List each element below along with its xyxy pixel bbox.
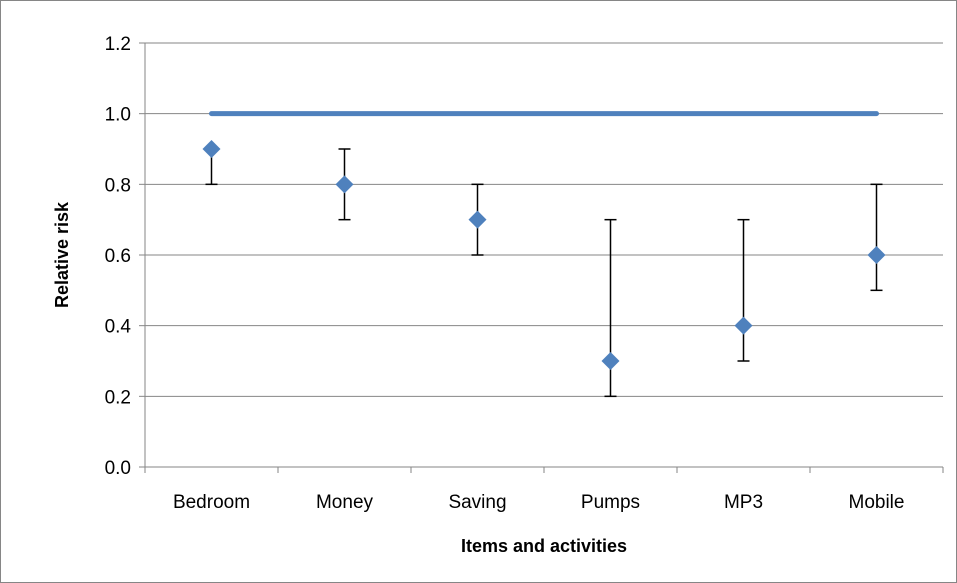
x-axis-title: Items and activities <box>461 536 627 556</box>
y-tick-label: 0.8 <box>105 175 131 196</box>
x-tick-labels: Bedroom Money Saving Pumps MP3 Mobile <box>173 492 905 513</box>
y-tick-label: 0.4 <box>105 317 132 338</box>
data-point <box>468 210 487 229</box>
y-tick-label: 0.2 <box>105 387 131 408</box>
x-tick-label: Pumps <box>581 492 640 513</box>
x-tick-label: MP3 <box>724 492 763 513</box>
error-bars <box>205 148 883 398</box>
x-tick-label: Saving <box>448 492 506 513</box>
data-point <box>202 140 221 158</box>
y-tick-labels: 0.0 0.2 0.4 0.6 0.8 1.0 1.2 <box>105 34 132 479</box>
y-tick-label: 1.0 <box>105 105 131 126</box>
y-tick-label: 1.2 <box>105 34 131 55</box>
data-points <box>202 140 886 370</box>
y-tick-label: 0.0 <box>105 458 131 479</box>
grid-lines <box>145 42 943 397</box>
axes <box>139 42 944 473</box>
y-tick-label: 0.6 <box>105 246 131 267</box>
data-point <box>601 352 620 370</box>
y-axis-title: Relative risk <box>52 201 72 308</box>
data-point <box>335 175 354 194</box>
x-tick-label: Bedroom <box>173 492 250 513</box>
data-point <box>734 316 753 335</box>
x-tick-label: Mobile <box>849 492 905 513</box>
data-point <box>867 246 886 264</box>
x-tick-label: Money <box>316 492 374 513</box>
